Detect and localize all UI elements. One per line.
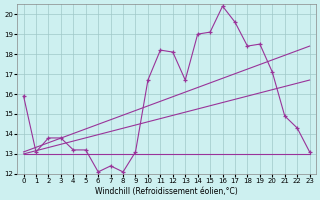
- X-axis label: Windchill (Refroidissement éolien,°C): Windchill (Refroidissement éolien,°C): [95, 187, 238, 196]
